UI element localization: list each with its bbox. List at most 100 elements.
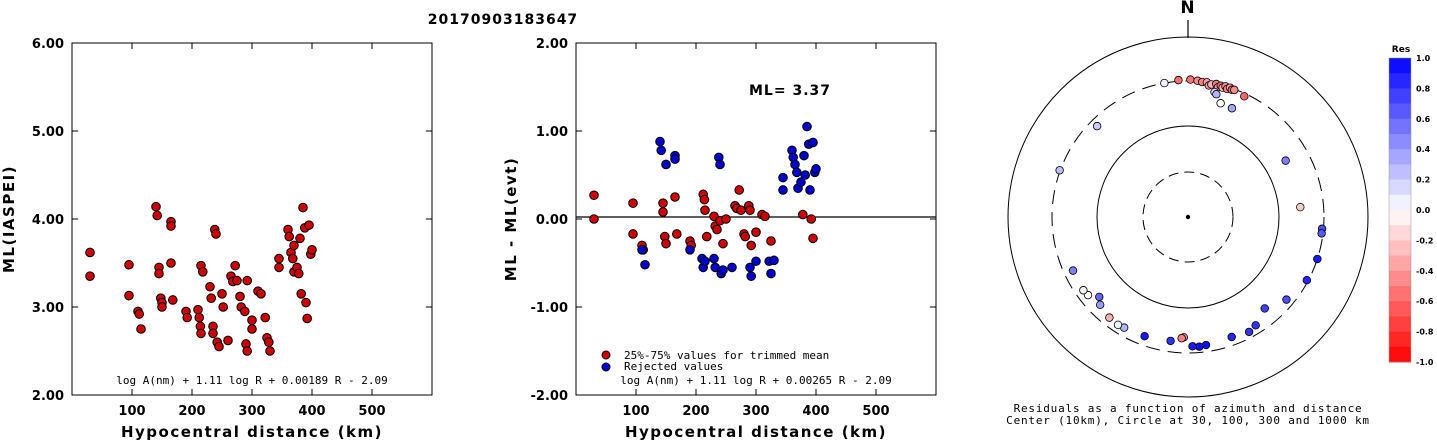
panel2-legend: 25%-75% values for trimmed mean Rejected… — [601, 349, 829, 373]
panel2-data-point — [628, 229, 638, 239]
ring-100km — [1096, 125, 1280, 309]
colorbar-tick-label: 1.0 — [1416, 54, 1431, 63]
polar-station-point — [1113, 320, 1123, 329]
polar-caption-line1: Residuals as a function of azimuth and d… — [1014, 402, 1363, 415]
polar-station-point — [1177, 334, 1186, 343]
colorbar-cell — [1389, 270, 1411, 287]
panel1-data-point — [208, 328, 218, 339]
colorbar-tick-label: -0.8 — [1416, 328, 1434, 337]
ring-30km — [1142, 171, 1234, 263]
panel1-data-point — [247, 315, 257, 326]
panel2-data-point — [790, 159, 800, 170]
panel1-data-point — [307, 245, 317, 255]
panel2-data-point — [802, 121, 812, 132]
panel1-data-point — [218, 302, 228, 312]
colorbar-cell — [1389, 331, 1411, 348]
panel1-data-point — [166, 221, 176, 231]
colorbar-cell — [1389, 134, 1411, 150]
colorbar-cell — [1389, 225, 1411, 241]
colorbar-tick-label: 0.2 — [1416, 176, 1430, 185]
panel1-data-point — [302, 313, 313, 324]
panel2-data-point — [718, 265, 728, 275]
ring-1000km — [1007, 36, 1369, 398]
colorbar-cell — [1389, 58, 1411, 74]
panel1-data-point — [230, 260, 240, 271]
colorbar-cell — [1389, 164, 1411, 181]
residual-colorbar: Res 1.0 0.8 0.6 0.4 0.2 0.0 -0.2 -0.4 -0.6 -0.8 -1… — [1388, 45, 1434, 367]
polar-station-point — [1105, 313, 1114, 322]
panel2-xtick-label: 300 — [742, 404, 769, 419]
panel1-data-point — [242, 346, 252, 356]
colorbar-cell — [1389, 301, 1411, 317]
panel1-data-point — [247, 324, 257, 334]
panel2-data-point — [811, 164, 821, 174]
polar-station-point — [1244, 327, 1254, 337]
panel1-data-point — [235, 291, 245, 302]
panel1-ytick-label: 3.00 — [32, 301, 64, 316]
panel2-data-point — [628, 198, 638, 208]
panel2-data-point — [685, 245, 695, 255]
panel2-data-point — [751, 227, 761, 237]
panel-ml-vs-distance: ML(IASPEI) Hypocentral distance (km) log… — [0, 37, 433, 441]
panel1-data-point — [214, 341, 224, 352]
polar-station-point — [1281, 156, 1290, 165]
polar-station-point — [1260, 304, 1269, 313]
panel2-ytick-label: -2.00 — [531, 389, 568, 404]
panel1-data-point — [152, 210, 162, 221]
panel1-ytick-label: 6.00 — [32, 37, 64, 52]
panel1-data-point — [223, 335, 233, 346]
panel1-data-point — [196, 328, 206, 339]
panel2-data-point — [808, 233, 818, 244]
panel1-xtick-label: 400 — [298, 404, 325, 419]
polar-caption-line2: Center (10km), Circle at 30, 100, 300 an… — [1006, 414, 1370, 427]
polar-station-point — [1160, 78, 1169, 88]
panel2-data-point — [798, 209, 808, 220]
panel1-data-point — [301, 297, 311, 308]
panel2-ytick-label: 0.00 — [536, 213, 568, 228]
panel1-data-point — [206, 293, 216, 304]
panel1-data-point — [198, 267, 208, 277]
panel1-data-point — [157, 302, 167, 312]
polar-station-point — [1282, 295, 1291, 304]
polar-station-point — [1251, 321, 1260, 330]
panel1-ylabel: ML(IASPEI) — [0, 165, 18, 273]
panel2-data-point — [745, 205, 755, 215]
panel1-data-point — [294, 268, 304, 279]
north-label: N — [1180, 0, 1195, 18]
panel1-data-point — [193, 304, 203, 315]
polar-station-point — [1240, 92, 1249, 101]
panel2-xtick-label: 500 — [862, 404, 889, 419]
polar-station-point — [1092, 121, 1102, 131]
panel2-annotation: ML= 3.37 — [749, 83, 831, 99]
panel1-data-point — [217, 289, 227, 299]
polar-station-point — [1079, 286, 1088, 295]
colorbar-tick-label: 0.6 — [1416, 115, 1431, 124]
panel1-xtick-label: 500 — [358, 404, 385, 419]
panel2-data-point — [746, 271, 757, 282]
legend-label-rejected: Rejected values — [624, 360, 723, 373]
panel2-data-point — [672, 229, 682, 239]
panel2-data-point — [658, 207, 668, 217]
panel2-data-point — [718, 238, 728, 249]
panel2-data-point — [670, 192, 680, 202]
colorbar-frame — [1388, 57, 1412, 363]
colorbar-tick-label: -0.2 — [1416, 236, 1434, 245]
panel2-data-point — [751, 256, 761, 267]
panel2-data-point — [796, 177, 806, 187]
panel2-data-point — [727, 262, 737, 273]
panel1-data-point — [182, 312, 192, 323]
panel1-data-point — [240, 306, 250, 317]
figure-title: 20170903183647 — [428, 12, 578, 28]
panel1-xtick-label: 100 — [118, 404, 145, 419]
colorbar-tick-label: 0.8 — [1416, 84, 1431, 93]
polar-station-point — [1174, 75, 1183, 85]
panel1-data-point — [134, 309, 144, 319]
panel1-ytick-label: 4.00 — [32, 213, 64, 228]
panel1-data-point — [265, 346, 275, 356]
panel1-xlabel: Hypocentral distance (km) — [121, 423, 383, 441]
polar-station-point — [1186, 75, 1195, 84]
panel2-data-point — [799, 150, 809, 161]
panel2-data-point — [805, 185, 815, 195]
colorbar-cell — [1389, 179, 1411, 196]
panel2-data-point — [655, 136, 665, 147]
